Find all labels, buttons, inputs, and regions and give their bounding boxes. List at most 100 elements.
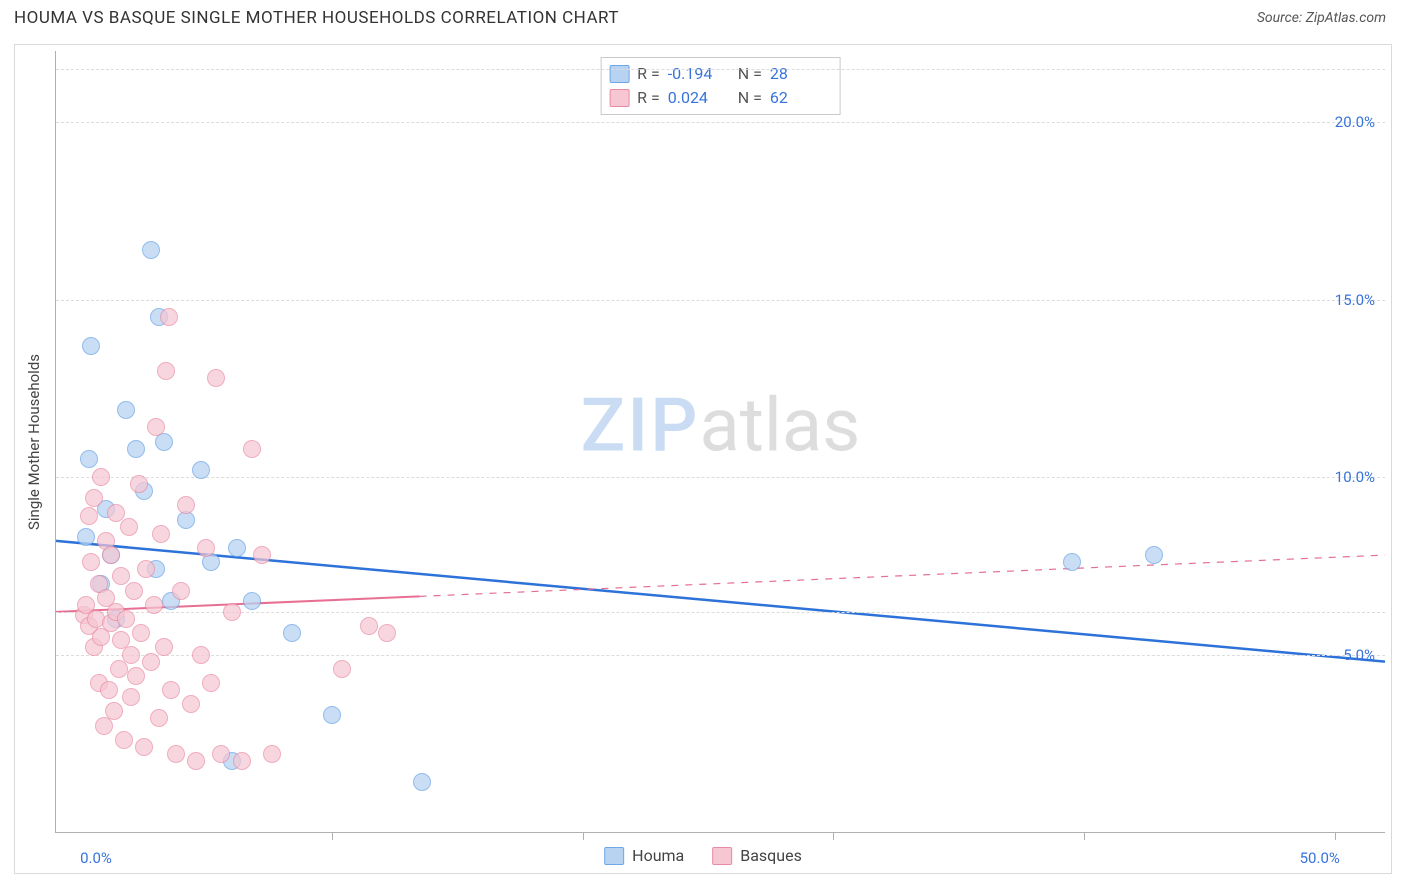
- data-point-basques: [92, 468, 110, 486]
- data-point-basques: [82, 553, 100, 571]
- data-point-basques: [100, 681, 118, 699]
- data-point-basques: [378, 624, 396, 642]
- data-point-houma: [82, 337, 100, 355]
- data-point-houma: [142, 241, 160, 259]
- data-point-basques: [360, 617, 378, 635]
- data-point-houma: [1063, 553, 1081, 571]
- stats-row-houma: R = -0.194 N = 28: [609, 62, 828, 86]
- data-point-basques: [212, 745, 230, 763]
- data-point-houma: [228, 539, 246, 557]
- data-point-basques: [187, 752, 205, 770]
- data-point-basques: [202, 674, 220, 692]
- data-point-basques: [157, 362, 175, 380]
- data-point-basques: [122, 646, 140, 664]
- data-point-basques: [147, 418, 165, 436]
- data-point-basques: [167, 745, 185, 763]
- data-point-houma: [80, 450, 98, 468]
- chart-container: Single Mother Households ZIPatlas R = -0.…: [14, 44, 1392, 874]
- data-point-basques: [132, 624, 150, 642]
- legend-swatch-houma: [604, 847, 624, 865]
- n-label: N =: [734, 86, 762, 110]
- data-point-basques: [152, 525, 170, 543]
- data-point-basques: [115, 731, 133, 749]
- data-point-basques: [137, 560, 155, 578]
- data-point-basques: [130, 475, 148, 493]
- data-point-basques: [207, 369, 225, 387]
- regression-line-basques-extrapolated: [420, 555, 1385, 596]
- gridline: [56, 122, 1385, 123]
- swatch-houma: [609, 65, 629, 83]
- data-point-basques: [102, 546, 120, 564]
- data-point-basques: [223, 603, 241, 621]
- data-point-basques: [120, 518, 138, 536]
- x-tick: [583, 832, 584, 840]
- data-point-basques: [162, 681, 180, 699]
- data-point-basques: [253, 546, 271, 564]
- data-point-basques: [333, 660, 351, 678]
- data-point-houma: [243, 592, 261, 610]
- legend-item-basques: Basques: [712, 846, 802, 865]
- gridline: [56, 655, 1385, 656]
- n-label: N =: [734, 62, 762, 86]
- x-tick-label: 50.0%: [1300, 849, 1340, 867]
- data-point-basques: [142, 653, 160, 671]
- r-value-basques: 0.024: [668, 86, 726, 110]
- legend-swatch-basques: [712, 847, 732, 865]
- x-tick-label: 0.0%: [80, 849, 112, 867]
- n-value-basques: 62: [770, 86, 828, 110]
- watermark: ZIPatlas: [581, 382, 861, 469]
- data-point-basques: [135, 738, 153, 756]
- data-point-basques: [192, 646, 210, 664]
- data-point-basques: [105, 702, 123, 720]
- x-tick: [1084, 832, 1085, 840]
- data-point-basques: [110, 660, 128, 678]
- data-point-basques: [150, 709, 168, 727]
- y-tick-label: 10.0%: [1335, 468, 1375, 486]
- series-legend: Houma Basques: [604, 846, 802, 865]
- data-point-basques: [85, 489, 103, 507]
- y-tick-label: 20.0%: [1335, 113, 1375, 131]
- x-tick: [1335, 832, 1336, 840]
- data-point-basques: [243, 440, 261, 458]
- data-point-basques: [145, 596, 163, 614]
- data-point-houma: [283, 624, 301, 642]
- legend-label-houma: Houma: [632, 846, 684, 865]
- x-tick: [332, 832, 333, 840]
- stats-legend: R = -0.194 N = 28 R = 0.024 N = 62: [600, 57, 841, 115]
- legend-item-houma: Houma: [604, 846, 684, 865]
- y-tick-label: 15.0%: [1335, 291, 1375, 309]
- r-label: R =: [637, 62, 660, 86]
- data-point-basques: [117, 610, 135, 628]
- data-point-basques: [182, 695, 200, 713]
- data-point-basques: [172, 582, 190, 600]
- data-point-basques: [155, 638, 173, 656]
- watermark-atlas: atlas: [699, 382, 860, 469]
- gridline: [56, 300, 1385, 301]
- data-point-basques: [160, 308, 178, 326]
- swatch-basques: [609, 89, 629, 107]
- stats-row-basques: R = 0.024 N = 62: [609, 86, 828, 110]
- chart-title: HOUMA VS BASQUE SINGLE MOTHER HOUSEHOLDS…: [14, 8, 619, 28]
- gridline: [56, 612, 1385, 613]
- data-point-houma: [192, 461, 210, 479]
- r-label: R =: [637, 86, 660, 110]
- source-label: Source: ZipAtlas.com: [1257, 10, 1386, 26]
- gridline: [56, 69, 1385, 70]
- y-tick-label: 5.0%: [1343, 646, 1375, 664]
- data-point-basques: [125, 582, 143, 600]
- legend-label-basques: Basques: [740, 846, 802, 865]
- watermark-zip: ZIP: [581, 382, 700, 469]
- data-point-basques: [80, 507, 98, 525]
- gridline: [56, 477, 1385, 478]
- data-point-houma: [117, 401, 135, 419]
- data-point-basques: [122, 688, 140, 706]
- y-axis-title: Single Mother Households: [25, 353, 43, 529]
- data-point-basques: [127, 667, 145, 685]
- n-value-houma: 28: [770, 62, 828, 86]
- data-point-basques: [197, 539, 215, 557]
- data-point-houma: [413, 773, 431, 791]
- data-point-houma: [1145, 546, 1163, 564]
- r-value-houma: -0.194: [668, 62, 726, 86]
- plot-area: Single Mother Households ZIPatlas R =-0.…: [55, 51, 1385, 833]
- data-point-basques: [263, 745, 281, 763]
